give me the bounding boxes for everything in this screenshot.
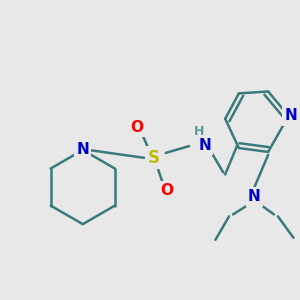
Text: O: O — [160, 184, 173, 199]
Text: H: H — [194, 125, 204, 138]
Text: S: S — [148, 149, 160, 167]
Text: O: O — [130, 120, 143, 135]
Text: N: N — [284, 108, 297, 123]
Text: N: N — [248, 189, 261, 204]
Text: N: N — [198, 138, 211, 153]
Text: N: N — [76, 142, 89, 158]
